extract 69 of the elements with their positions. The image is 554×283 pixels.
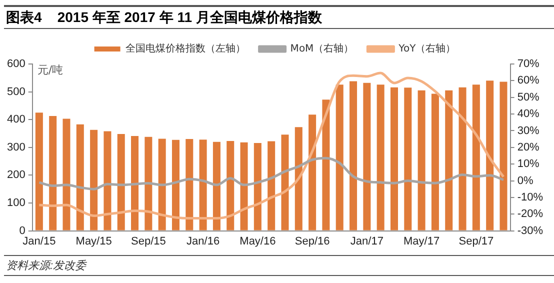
x-tick-label: Sep/16 [294,235,330,248]
y2-tick-label: 20% [517,141,540,154]
y2-tick-label: 30% [517,124,540,137]
bar [199,140,207,230]
legend-label: YoY（右轴） [398,42,456,55]
bar [62,118,70,230]
x-tick-label: Jan/15 [22,235,56,248]
bar [226,141,234,230]
y2-tick-label: -10% [517,191,544,204]
legend-label: 全国电煤价格指数（左轴） [125,42,246,55]
y-tick-label: 0 [19,224,26,237]
y-tick-label: 100 [6,197,26,210]
bar [104,131,112,230]
bar [350,81,358,230]
x-tick-label: Sep/17 [458,235,494,248]
bar [90,130,98,230]
bar [458,87,466,230]
x-tick-label: May/15 [76,235,112,248]
bar [486,80,494,230]
y-tick-label: 400 [6,114,26,126]
bar [49,116,57,230]
y-tick-label: 600 [6,58,26,70]
bar [336,84,344,230]
bar [254,142,262,230]
y-tick-label: 300 [6,141,26,154]
bar [186,139,194,230]
bar [281,134,289,230]
y2-tick-label: 10% [517,158,540,170]
bar [268,141,276,230]
y2-tick-label: -30% [517,224,544,237]
bar [144,136,152,230]
bar [172,140,180,230]
bar [240,142,248,230]
line-series [38,156,505,190]
bar [158,138,166,230]
bar [212,142,220,230]
bar [308,114,316,230]
bar [431,94,439,230]
bar [76,124,84,230]
y2-tick-label: -20% [517,208,544,220]
bar [363,82,371,230]
x-tick-label: Jan/17 [350,235,384,248]
chart-title: 图表4 2015 年至 2017 年 11 月全国电煤价格指数 [4,5,554,29]
bar [418,90,426,230]
y-axis-title: 元/吨 [37,63,64,76]
y2-tick-label: 50% [517,91,540,104]
bar [390,87,398,230]
y2-tick-label: 40% [517,108,540,120]
bar [376,84,384,230]
bar [472,84,480,230]
text: 资料来源:发改委 [4,255,554,276]
legend-label: MoM（右轴） [290,42,354,55]
y2-tick-label: 70% [517,58,540,70]
bar [445,90,453,230]
bar [35,112,43,230]
bar [117,134,125,230]
bar [322,100,330,230]
x-tick-label: May/17 [404,235,440,248]
x-tick-label: Jan/16 [186,235,220,248]
bar [294,127,302,230]
bar [404,88,412,230]
bar [131,136,139,230]
bar [500,82,508,230]
y2-tick-label: 0% [517,174,534,187]
x-tick-label: May/16 [240,235,276,248]
y2-tick-label: 60% [517,74,540,87]
y-tick-label: 200 [6,169,26,182]
x-tick-label: Sep/15 [130,235,166,248]
y-tick-label: 500 [6,86,26,98]
